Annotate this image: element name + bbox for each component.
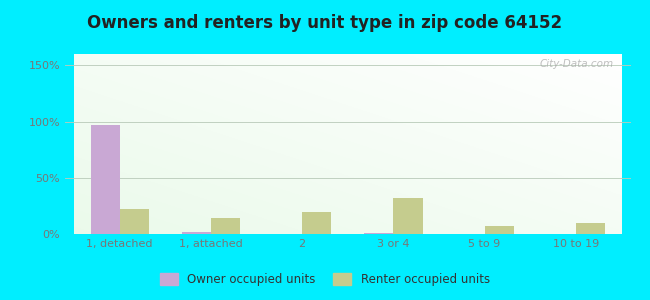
Bar: [90, 125, 120, 234]
Bar: [364, 233, 393, 234]
Bar: [302, 212, 332, 234]
Text: City-Data.com: City-Data.com: [540, 59, 614, 69]
Bar: [211, 218, 240, 234]
Text: Owners and renters by unit type in zip code 64152: Owners and renters by unit type in zip c…: [88, 14, 562, 32]
Bar: [393, 198, 422, 234]
Bar: [182, 232, 211, 234]
Legend: Owner occupied units, Renter occupied units: Owner occupied units, Renter occupied un…: [155, 268, 495, 291]
Bar: [484, 226, 514, 234]
Bar: [120, 209, 149, 234]
Bar: [576, 223, 605, 234]
